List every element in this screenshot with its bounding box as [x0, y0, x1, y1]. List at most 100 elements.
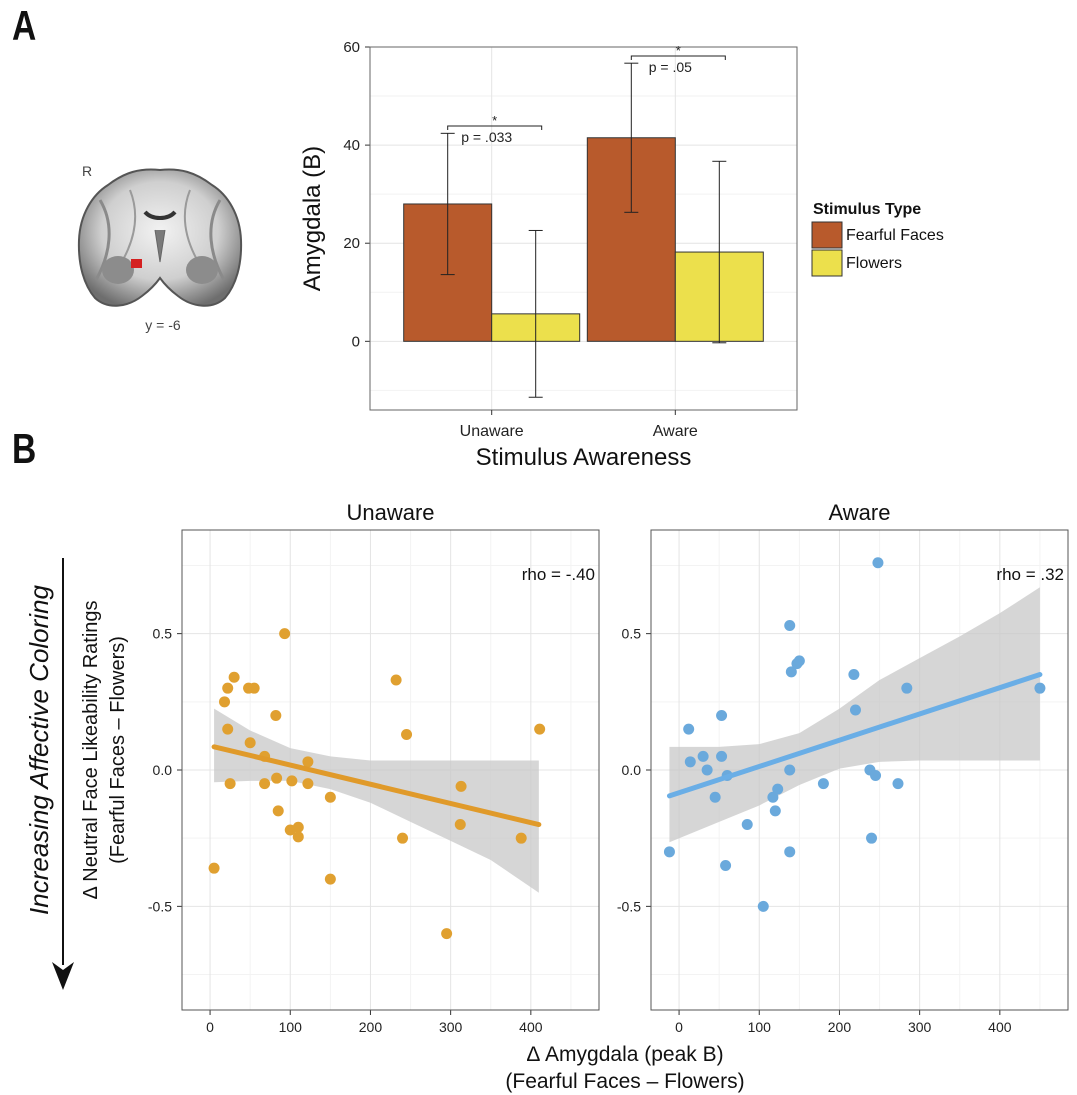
data-point — [848, 669, 860, 681]
panel-title: Unaware — [346, 500, 434, 525]
x-tick-label: Aware — [653, 423, 698, 440]
x-axis-title-line2: (Fearful Faces – Flowers) — [505, 1070, 744, 1093]
significance-star: * — [492, 113, 497, 128]
data-point — [849, 704, 861, 716]
data-point — [271, 772, 283, 784]
data-point — [228, 671, 240, 683]
data-point — [324, 873, 336, 885]
x-axis-title: Stimulus Awareness — [476, 444, 692, 471]
data-point — [222, 682, 234, 694]
data-point — [534, 723, 546, 735]
data-point — [515, 832, 527, 844]
data-point — [272, 805, 284, 817]
y-axis-outer-title: Increasing Affective Coloring — [24, 584, 54, 915]
legend-label: Flowers — [846, 255, 902, 272]
y-tick-label: 0 — [352, 333, 360, 350]
data-point — [716, 709, 728, 721]
data-point — [741, 819, 753, 831]
plot-border — [181, 529, 600, 1011]
data-point — [769, 805, 781, 817]
data-point — [279, 628, 291, 640]
regression-line — [211, 744, 542, 828]
data-point — [767, 791, 779, 803]
data-point — [259, 778, 271, 790]
panel-label-a: A — [12, 2, 37, 49]
data-point — [222, 723, 234, 735]
x-tick-label: 0 — [675, 1019, 683, 1035]
plot-border — [369, 46, 798, 411]
data-point — [866, 832, 878, 844]
y-axis-title: Amygdala (B) — [299, 146, 326, 291]
data-point — [784, 619, 796, 631]
y-axis-title-line1: Δ Neutral Face Likeability Ratings — [80, 600, 102, 899]
y-tick-label: 60 — [343, 39, 360, 56]
legend-label: Fearful Faces — [846, 227, 944, 244]
data-point — [248, 682, 260, 694]
x-tick-label: Unaware — [460, 423, 524, 440]
regression-line — [666, 672, 1043, 799]
data-point — [784, 846, 796, 858]
legend-swatch — [811, 249, 843, 277]
panel-label-b: B — [12, 425, 37, 472]
data-point — [390, 674, 402, 686]
data-point — [397, 832, 409, 844]
y-tick-label: 0.0 — [153, 762, 173, 778]
data-point — [701, 764, 713, 776]
y-tick-label: 40 — [343, 137, 360, 154]
y-tick-label: 0.5 — [153, 626, 173, 642]
y-tick-label: 0.5 — [622, 626, 642, 642]
data-point — [757, 900, 769, 912]
data-point — [683, 723, 695, 735]
y-tick-label: -0.5 — [148, 898, 172, 914]
data-point — [663, 846, 675, 858]
data-point — [870, 769, 882, 781]
data-point — [784, 764, 796, 776]
data-point — [324, 791, 336, 803]
data-point — [697, 750, 709, 762]
data-point — [785, 666, 797, 678]
x-tick-label: 100 — [279, 1019, 303, 1035]
x-axis-title-line1: Δ Amygdala (peak B) — [526, 1043, 723, 1066]
x-tick-label: 300 — [908, 1019, 932, 1035]
data-point — [817, 778, 829, 790]
significance-bracket — [447, 125, 543, 130]
data-point — [441, 928, 453, 940]
data-point — [401, 729, 413, 741]
y-tick-label: 20 — [343, 235, 360, 252]
significance-bracket — [630, 55, 726, 60]
data-point — [302, 756, 314, 768]
data-point — [454, 819, 466, 831]
x-tick-label: 0 — [206, 1019, 214, 1035]
data-point — [292, 821, 304, 833]
rho-annotation: rho = -.40 — [522, 565, 595, 584]
data-point — [244, 737, 256, 749]
data-point — [455, 780, 467, 792]
data-point — [684, 756, 696, 768]
data-point — [1034, 682, 1046, 694]
data-point — [709, 791, 721, 803]
data-point — [720, 859, 732, 871]
data-point — [224, 778, 236, 790]
panel-title: Aware — [829, 500, 891, 525]
rho-annotation: rho = .32 — [996, 565, 1064, 584]
y-tick-label: 0.0 — [622, 762, 642, 778]
legend-swatch — [811, 221, 843, 249]
x-tick-label: 400 — [988, 1019, 1012, 1035]
p-value-label: p = .05 — [649, 59, 692, 75]
arrow-head — [52, 962, 74, 990]
x-tick-label: 200 — [359, 1019, 383, 1035]
data-point — [772, 783, 784, 795]
p-value-label: p = .033 — [461, 129, 512, 145]
plot-border — [650, 529, 1069, 1011]
x-tick-label: 100 — [748, 1019, 772, 1035]
x-tick-label: 200 — [828, 1019, 852, 1035]
data-point — [793, 655, 805, 667]
data-point — [219, 696, 231, 708]
data-point — [872, 557, 884, 569]
data-point — [302, 778, 314, 790]
y-axis-title-line2: (Fearful Faces – Flowers) — [107, 636, 129, 864]
x-tick-label: 400 — [519, 1019, 543, 1035]
data-point — [270, 709, 282, 721]
